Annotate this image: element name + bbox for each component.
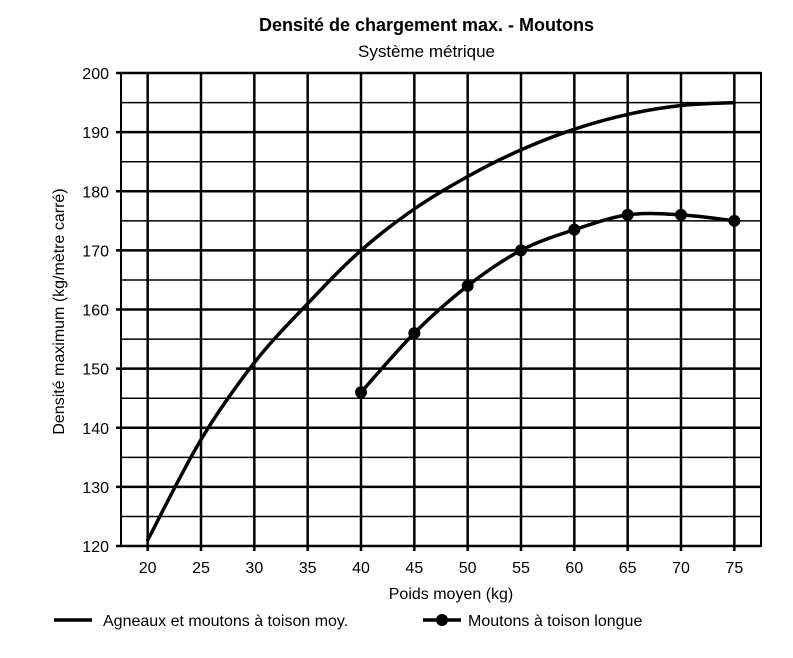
major-gridlines <box>116 71 761 551</box>
x-tick-label: 70 <box>672 560 690 577</box>
x-tick-label: 65 <box>619 560 637 577</box>
chart-subtitle: Système métrique <box>358 42 495 61</box>
series-line-2 <box>359 211 737 395</box>
legend: Agneaux et moutons à toison moy. Moutons … <box>54 613 642 630</box>
series-2-point <box>675 208 687 221</box>
y-axis-label: Densité maximum (kg/mètre carré) <box>51 188 68 434</box>
series-2-point <box>408 327 421 340</box>
series-layer <box>145 100 741 542</box>
x-tick-label: 55 <box>512 560 530 577</box>
y-tick-labels: 120 130 140 150 160 170 180 190 200 <box>82 66 109 556</box>
x-tick-label: 30 <box>245 560 263 577</box>
plot-frame <box>120 72 762 547</box>
legend-swatch-marker <box>436 614 448 626</box>
y-tick-label: 140 <box>82 421 109 438</box>
legend-label: Moutons à toison longue <box>468 613 642 630</box>
y-tick-label: 160 <box>82 303 109 320</box>
series-line-1 <box>145 100 737 542</box>
y-tick-label: 190 <box>82 125 109 142</box>
y-tick-label: 130 <box>82 480 109 497</box>
series-2-point <box>621 208 634 221</box>
x-tick-label: 35 <box>299 560 317 577</box>
x-axis-label: Poids moyen (kg) <box>389 586 514 603</box>
x-tick-label: 75 <box>725 560 743 577</box>
series-2-point <box>515 244 527 257</box>
y-tick-label: 150 <box>82 362 109 379</box>
x-tick-labels: 20 25 30 35 40 45 50 55 60 65 70 75 <box>139 560 744 577</box>
chart-title: Densité de chargement max. - Moutons <box>258 15 595 35</box>
series-2-point <box>355 386 367 399</box>
series-2-point <box>461 279 474 292</box>
x-tick-label: 60 <box>565 560 583 577</box>
y-tick-label: 180 <box>82 184 109 201</box>
x-tick-label: 50 <box>459 560 477 577</box>
x-tick-label: 25 <box>192 560 210 577</box>
series-2-point <box>568 223 581 236</box>
legend-label: Agneaux et moutons à toison moy. <box>103 613 348 630</box>
y-tick-label: 170 <box>82 243 109 260</box>
x-tick-label: 20 <box>139 560 157 577</box>
series-2-point <box>728 214 741 227</box>
x-tick-label: 40 <box>352 560 370 577</box>
y-tick-label: 200 <box>82 66 109 83</box>
y-tick-label: 120 <box>82 539 109 556</box>
x-tick-label: 45 <box>405 560 423 577</box>
